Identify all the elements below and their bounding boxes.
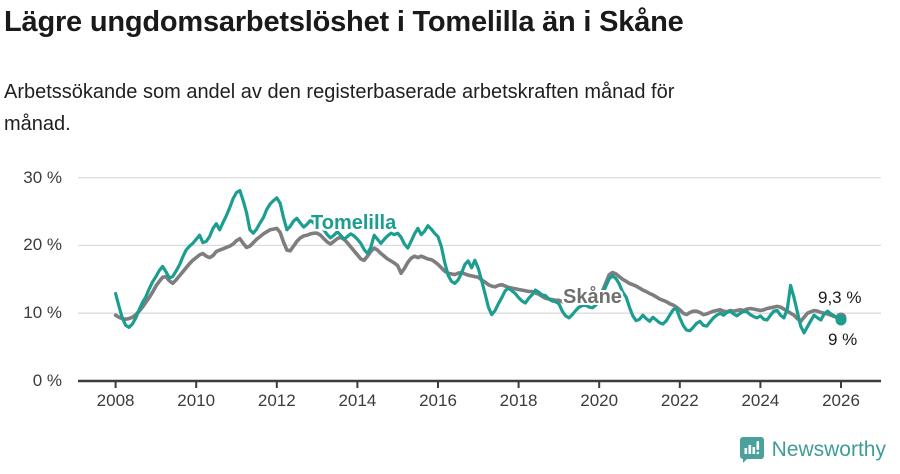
x-axis-label: 2026 — [822, 391, 860, 410]
series-end-dot-tomelilla — [835, 314, 847, 326]
brand-footer: Newsworthy — [739, 436, 886, 464]
x-axis-label: 2008 — [96, 391, 135, 410]
series-label-skane: Skåne — [563, 286, 622, 308]
x-axis-label: 2016 — [419, 391, 457, 410]
end-value-tomelilla: 9 % — [828, 330, 858, 349]
x-axis-label: 2020 — [580, 391, 619, 410]
chart-subtitle-line1: Arbetssökande som andel av den registerb… — [4, 81, 675, 103]
x-axis-label: 2022 — [660, 391, 699, 410]
y-axis-label: 30 % — [23, 167, 62, 187]
x-axis-label: 2012 — [257, 391, 296, 410]
series-line-tomelilla — [114, 188, 843, 335]
x-axis-label: 2014 — [338, 391, 377, 410]
brand-name: Newsworthy — [771, 438, 886, 461]
chart-subtitle: Arbetssökande som andel av den registerb… — [4, 76, 674, 140]
x-axis-label: 2018 — [499, 391, 538, 410]
mini-bar-chart-glyph — [744, 441, 759, 455]
chart-subtitle-line2: månad. — [4, 113, 71, 135]
speech-bubble-shape — [739, 437, 764, 463]
newsworthy-logo-icon — [739, 437, 764, 463]
series-label-tomelilla: Tomelilla — [311, 212, 397, 234]
y-axis-label: 0 % — [32, 371, 62, 390]
x-axis-label: 2010 — [177, 391, 216, 410]
x-axis-label: 2024 — [741, 391, 780, 410]
y-axis-label: 10 % — [23, 303, 62, 323]
end-value-skane: 9,3 % — [818, 288, 862, 307]
chart-title: Lägre ungdomsarbetslöshet i Tomelilla än… — [4, 6, 684, 38]
series-line-skåne — [113, 226, 843, 324]
y-axis-label: 20 % — [23, 235, 62, 255]
